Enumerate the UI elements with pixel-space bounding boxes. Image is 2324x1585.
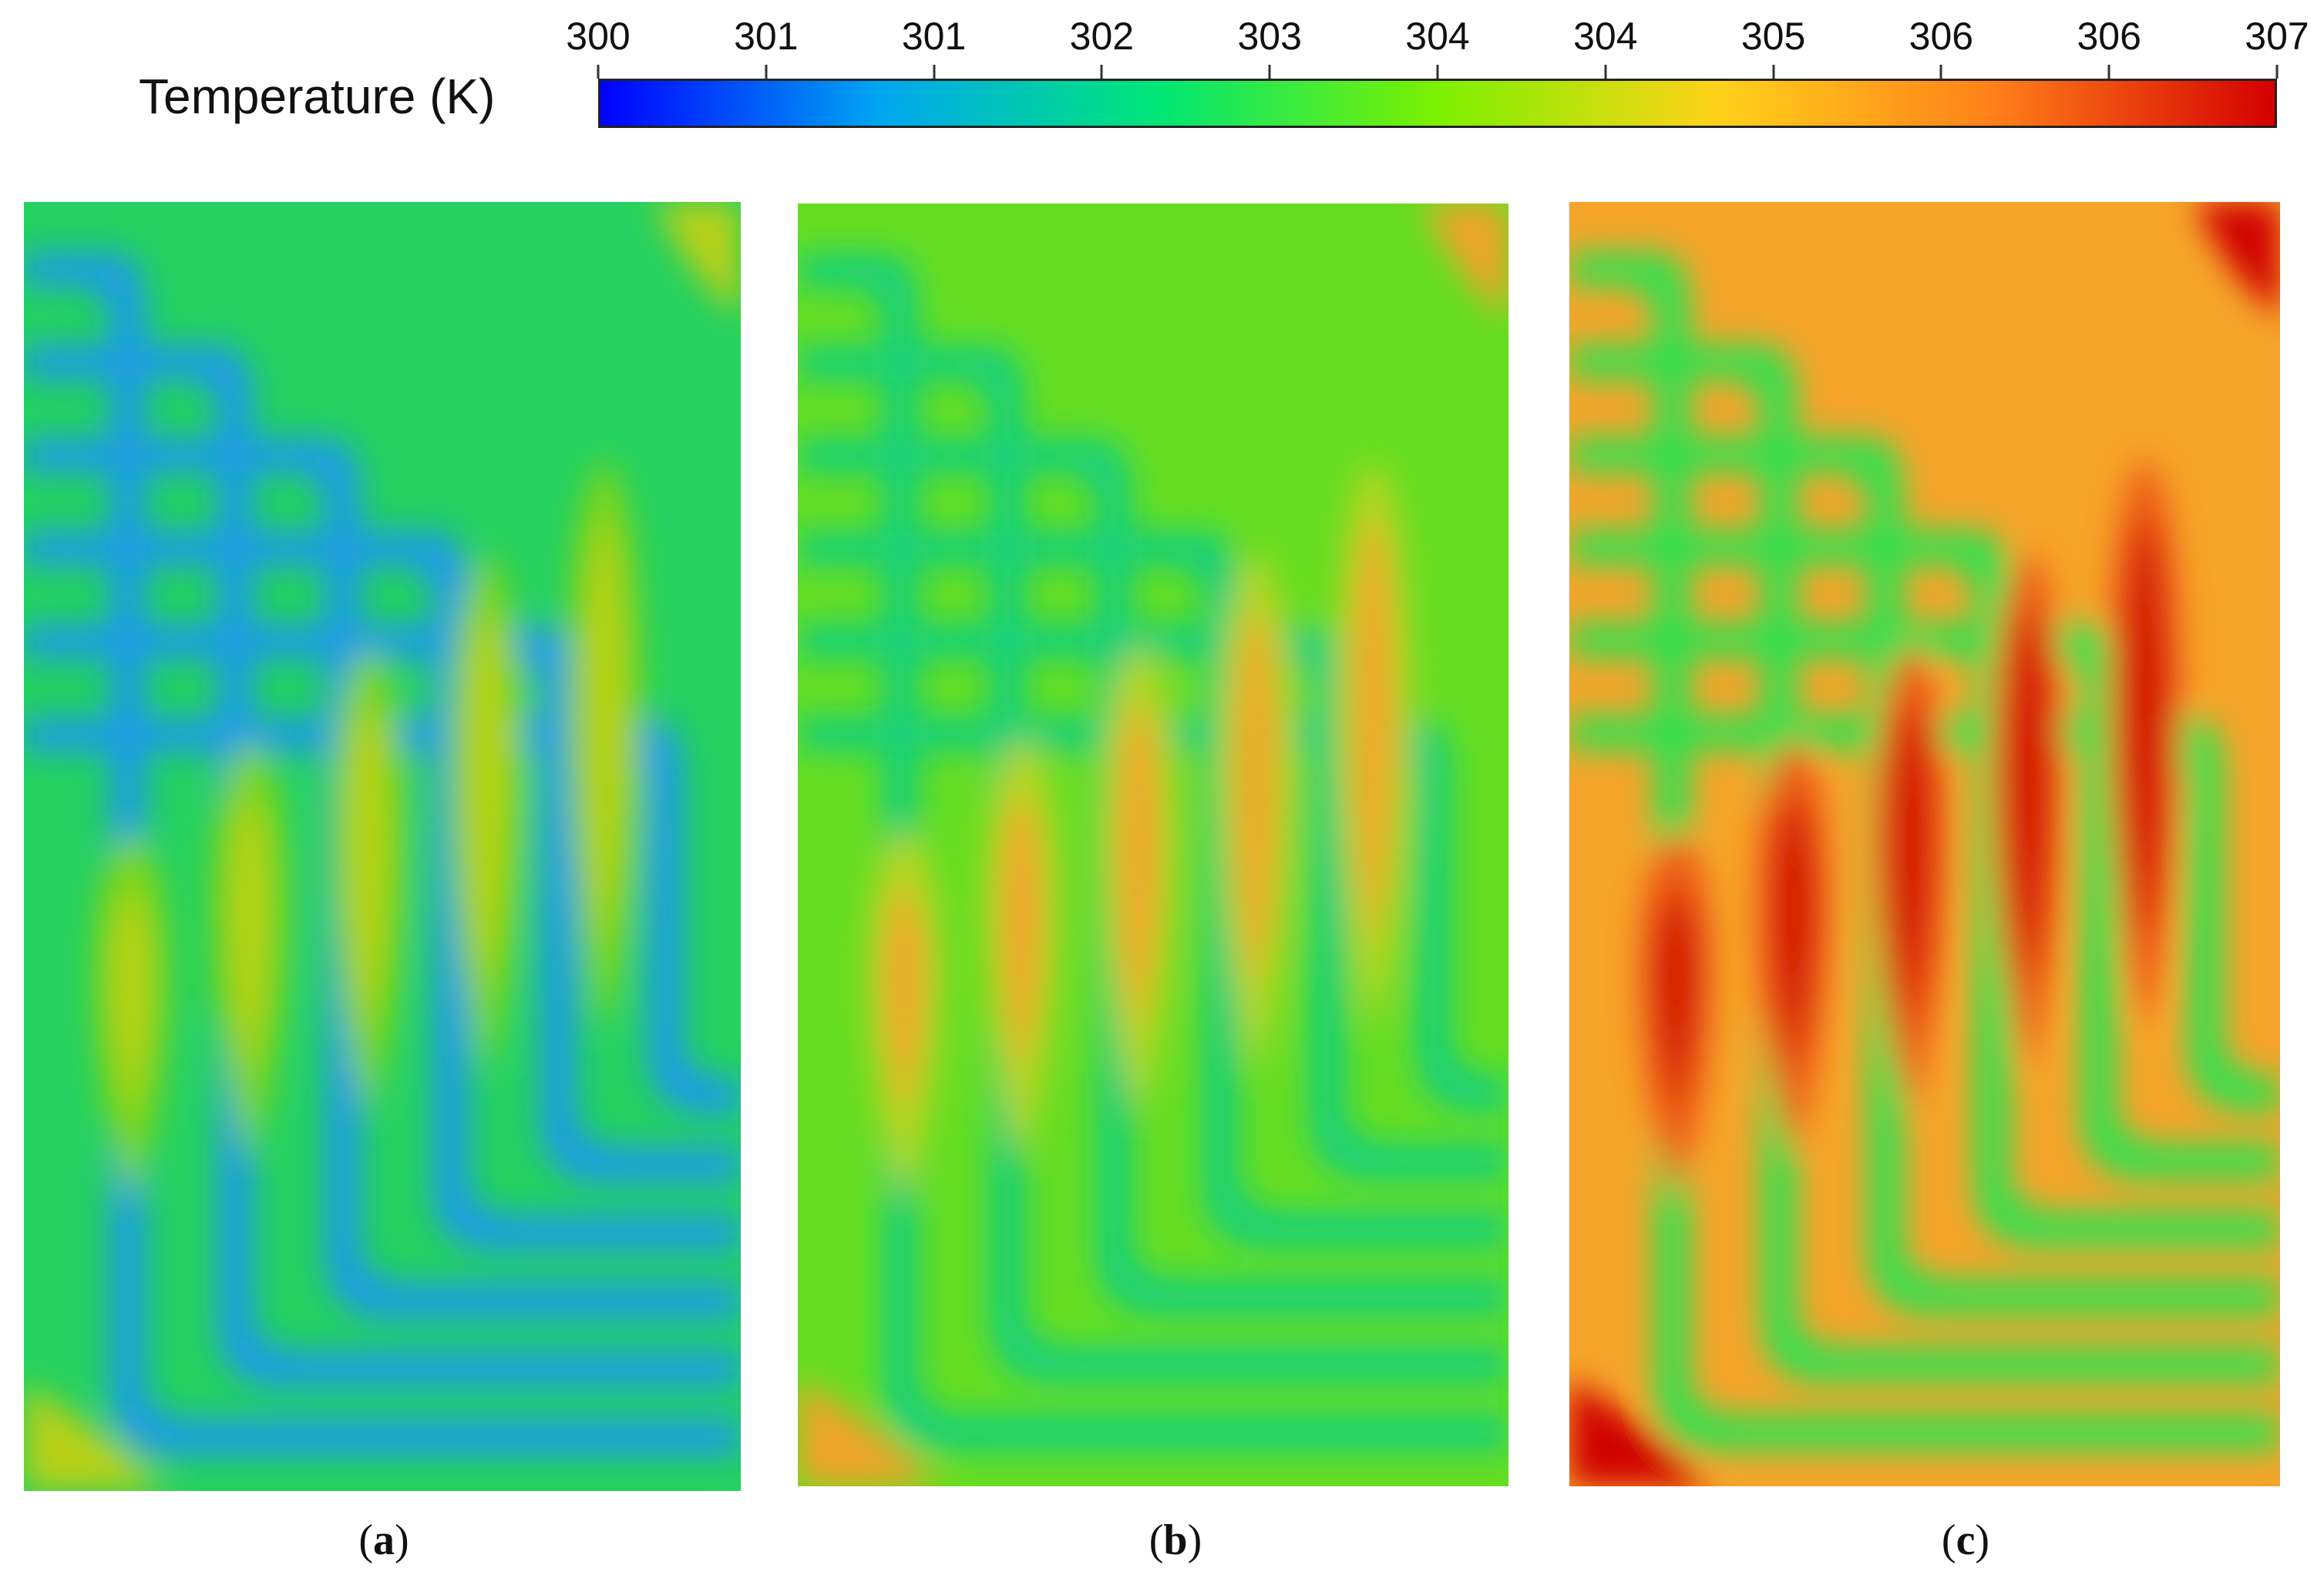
hot-core [1353,517,1394,945]
colorbar-ticks: 300 301 301 302 303 304 304 305 306 306 307 [566,0,2309,79]
caption-a-open: ( [358,1516,373,1564]
hot-core [1890,701,1931,1030]
colorbar-tick-mark [597,65,600,79]
corner-hotspot [1569,1379,1712,1486]
caption-b: (b) [1149,1516,1202,1565]
colorbar-tick-label: 306 [1909,15,1974,58]
colorbar-tick-label: 304 [1573,15,1638,58]
contour-panel-c [1569,202,2280,1486]
hot-core [1773,794,1814,1073]
corner-hotspot [1423,204,1508,318]
contour-field [798,204,1508,1486]
colorbar-tick-label: 301 [734,15,799,58]
caption-c-letter: c [1956,1516,1976,1564]
caption-c-close: ) [1975,1516,1990,1564]
hot-core [1118,702,1159,1031]
hot-core [1001,795,1042,1073]
colorbar-tick-mark [1436,65,1439,79]
hot-core [1656,887,1697,1116]
colorbar-tick-mark [1268,65,1271,79]
colorbar-tick-label: 303 [1237,15,1302,58]
corner-hotspot [798,1379,940,1486]
colorbar-tick-mark [1939,65,1942,79]
contour-panel-a [24,202,741,1491]
cold-channel [798,716,1508,1112]
hot-core [2007,608,2048,988]
caption-a: (a) [358,1516,409,1565]
colorbar-tick-mark [2107,65,2110,79]
contour-field [24,202,741,1491]
cold-channel [24,717,741,1116]
contour-field [1569,202,2280,1486]
colorbar-tick-mark [1100,65,1103,79]
hot-core [584,517,625,947]
colorbar-tick-label: 304 [1405,15,1470,58]
hot-core [1236,609,1276,988]
colorbar-tick-label: 306 [2077,15,2141,58]
colorbar-tick-mark [1604,65,1607,79]
colorbar-tick-label: 305 [1740,15,1806,58]
hot-core [229,796,271,1076]
corner-hotspot [2195,202,2280,317]
colorbar-tick-mark [765,65,768,79]
hot-core [2124,516,2166,944]
hot-core [466,610,507,990]
corner-hotspot [654,202,741,317]
colorbar-tick-label: 301 [901,15,967,58]
temperature-colorbar [598,79,2277,128]
caption-a-close: ) [395,1516,409,1564]
colorbar-tick-mark [1772,65,1775,79]
hot-core [884,887,925,1116]
cold-channel [1569,623,2280,1180]
hot-core [347,703,388,1033]
colorbar-tick-mark [933,65,936,79]
caption-c-open: ( [1941,1516,1956,1564]
colorbar-tick-label: 300 [566,15,631,58]
caption-b-letter: b [1163,1516,1188,1564]
colorbar-title: Temperature (K) [139,69,496,124]
cold-channel [24,624,741,1183]
corner-hotspot [24,1383,167,1491]
cold-channel [1569,715,2280,1112]
cold-channel [798,624,1508,1180]
colorbar-tick-label: 302 [1069,15,1135,58]
colorbar-tick-label: 307 [2245,15,2309,58]
caption-a-letter: a [373,1516,395,1564]
hot-core [110,889,153,1119]
colorbar-tick-mark [2275,65,2279,79]
caption-b-close: ) [1187,1516,1202,1564]
contour-panel-b [798,204,1508,1486]
caption-c: (c) [1942,1516,1989,1565]
caption-b-open: ( [1149,1516,1164,1564]
